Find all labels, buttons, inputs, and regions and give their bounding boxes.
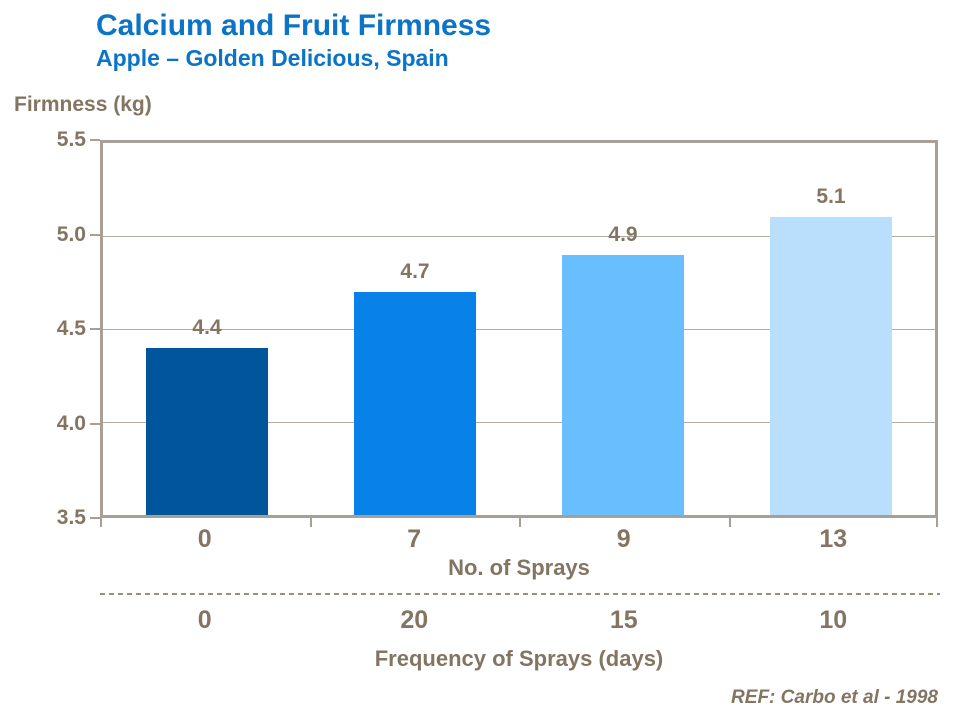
bar-value-label: 5.1 bbox=[816, 185, 846, 209]
x-category-label: 0 bbox=[197, 606, 212, 634]
bar bbox=[562, 254, 684, 515]
y-tick-mark bbox=[90, 422, 100, 425]
gridline bbox=[103, 421, 935, 423]
x-category-label: 15 bbox=[609, 606, 638, 634]
x-category-label: 20 bbox=[400, 606, 429, 634]
x-tick-mark bbox=[100, 518, 102, 527]
y-tick-label: 5.5 bbox=[56, 128, 86, 151]
y-axis-tick-labels: 5.5 5.0 4.5 4.0 3.5 bbox=[0, 128, 86, 529]
y-tick-label: 4.0 bbox=[56, 411, 86, 435]
y-tick-label: 3.5 bbox=[56, 506, 86, 529]
y-tick-mark bbox=[90, 139, 100, 141]
bar bbox=[146, 347, 268, 515]
bar bbox=[354, 291, 476, 515]
x-category-label: 7 bbox=[407, 525, 422, 553]
chart-title: Calcium and Fruit Firmness bbox=[96, 9, 492, 42]
y-tick-mark bbox=[90, 517, 100, 519]
bars-layer: 4.4 4.7 4.9 5.1 bbox=[103, 143, 935, 515]
x-tick-mark bbox=[519, 518, 521, 527]
x-category-label: 10 bbox=[819, 606, 848, 634]
x-category-label: 9 bbox=[616, 525, 631, 553]
y-tick-mark bbox=[90, 233, 100, 236]
y-axis-title: Firmness (kg) bbox=[14, 93, 152, 116]
y-tick-label: 5.0 bbox=[56, 222, 86, 246]
x-axis-title-frequency: Frequency of Sprays (days) bbox=[374, 646, 664, 671]
bar-value-label: 4.7 bbox=[400, 259, 430, 283]
dashed-divider bbox=[100, 593, 940, 595]
x-category-label: 13 bbox=[819, 525, 848, 553]
bar-value-label: 4.9 bbox=[608, 222, 638, 246]
y-tick-label: 4.5 bbox=[56, 317, 86, 340]
reference-note: REF: Carbo et al - 1998 bbox=[731, 687, 938, 708]
x-category-label: 0 bbox=[197, 525, 212, 553]
x-tick-mark bbox=[309, 518, 312, 527]
x-axis-title-sprays: No. of Sprays bbox=[448, 555, 590, 580]
x-tick-mark bbox=[728, 518, 731, 527]
gridline bbox=[103, 235, 935, 237]
gridlines-layer bbox=[103, 143, 935, 515]
bar bbox=[770, 217, 892, 515]
y-tick-mark bbox=[90, 328, 100, 330]
bar-value-label: 4.4 bbox=[192, 315, 222, 339]
x-tick-mark bbox=[936, 518, 938, 527]
chart-subtitle: Apple – Golden Delicious, Spain bbox=[96, 45, 449, 71]
x-axis-row-sprays: 0 7 9 13 bbox=[100, 524, 938, 554]
gridline bbox=[103, 328, 935, 330]
plot-area: 4.4 4.7 4.9 5.1 bbox=[100, 140, 938, 518]
x-axis-row-frequency: 0 20 15 10 bbox=[100, 605, 938, 635]
